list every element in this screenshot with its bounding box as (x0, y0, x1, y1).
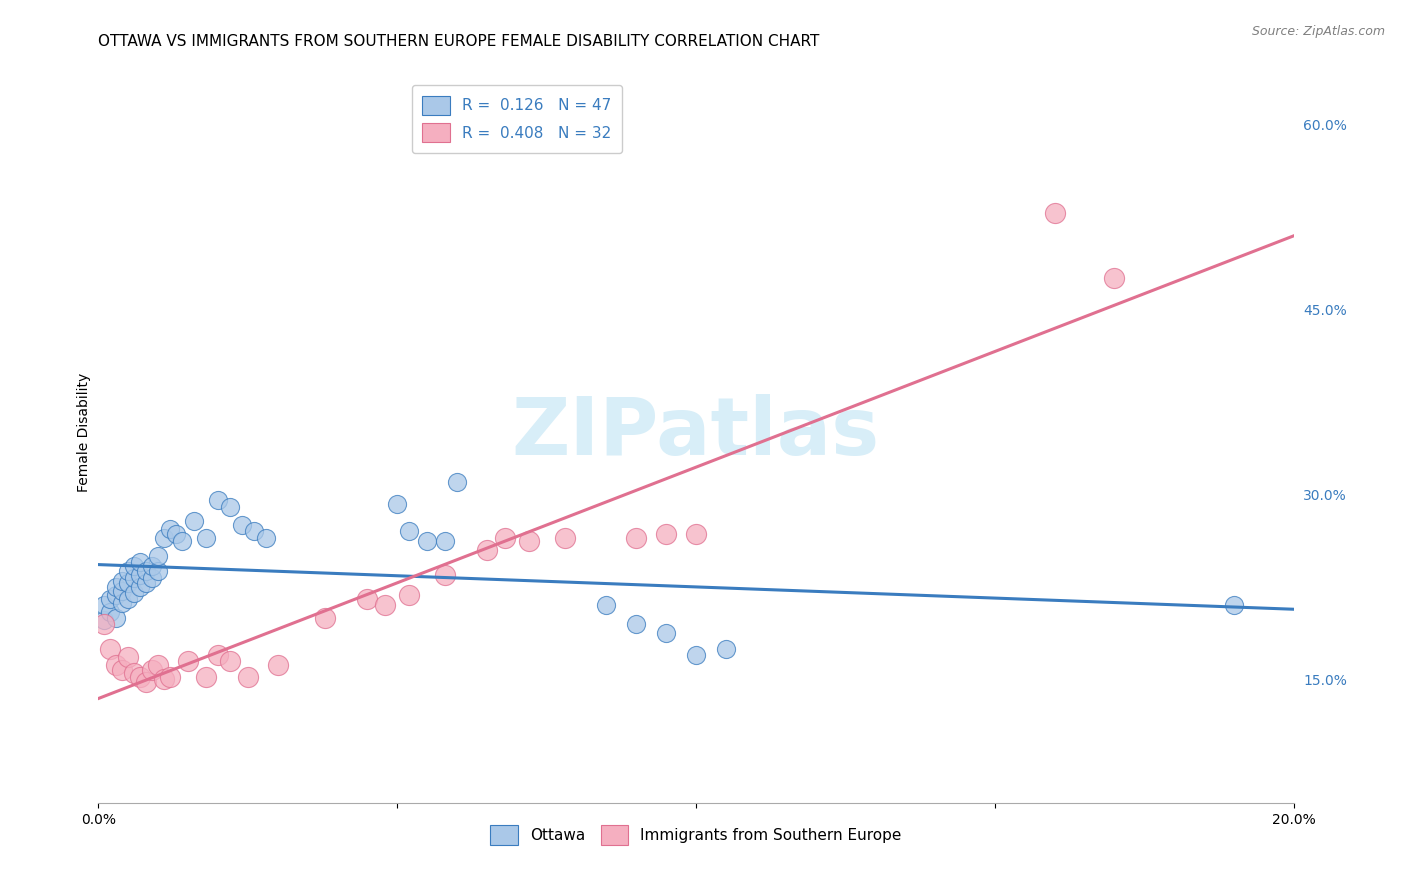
Point (117, 564, 139, 578)
Point (207, 648, 229, 662)
Point (267, 657, 290, 672)
Point (111, 663, 134, 677)
Point (236, 670, 259, 684)
Text: Source: ZipAtlas.com: Source: ZipAtlas.com (1251, 25, 1385, 38)
Point (141, 663, 163, 677)
Point (655, 526, 678, 541)
Point (135, 674, 157, 689)
Point (385, 497, 409, 511)
Point (655, 625, 678, 640)
Point (195, 531, 218, 545)
Point (254, 531, 277, 545)
Point (517, 534, 540, 549)
Point (111, 574, 134, 588)
Point (124, 558, 146, 573)
Text: ZIPatlas: ZIPatlas (512, 393, 880, 472)
Text: OTTAWA VS IMMIGRANTS FROM SOUTHERN EUROPE FEMALE DISABILITY CORRELATION CHART: OTTAWA VS IMMIGRANTS FROM SOUTHERN EUROP… (98, 34, 820, 49)
Point (105, 610, 128, 624)
Legend: Ottawa, Immigrants from Southern Europe: Ottawa, Immigrants from Southern Europe (484, 819, 908, 851)
Point (117, 576, 139, 591)
Point (1223, 599, 1246, 613)
Point (1043, 206, 1066, 220)
Point (685, 526, 707, 541)
Point (315, 610, 337, 624)
Point (135, 564, 157, 578)
Point (148, 657, 170, 672)
Point (685, 648, 707, 662)
Point (159, 670, 181, 684)
Point (105, 657, 128, 672)
Point (93, 616, 115, 631)
Point (93, 599, 115, 613)
Point (554, 531, 576, 545)
Point (398, 589, 420, 603)
Point (475, 542, 498, 557)
Point (135, 576, 157, 591)
Point (207, 493, 229, 508)
Point (231, 518, 253, 533)
Point (124, 586, 146, 600)
Point (141, 558, 163, 573)
Point (626, 531, 648, 545)
Point (98, 641, 122, 656)
Point (172, 534, 194, 549)
Point (219, 654, 242, 668)
Point (117, 650, 139, 665)
Point (243, 524, 266, 539)
Point (434, 534, 457, 549)
Point (111, 596, 134, 610)
Point (714, 641, 737, 656)
Point (93, 613, 115, 627)
Point (434, 567, 457, 582)
Point (446, 475, 468, 489)
Point (177, 654, 200, 668)
Point (595, 599, 617, 613)
Point (105, 580, 128, 594)
Point (124, 666, 146, 681)
Point (626, 616, 648, 631)
Y-axis label: Female Disability: Female Disability (77, 373, 91, 492)
Point (195, 670, 218, 684)
Point (141, 571, 163, 585)
Point (129, 555, 152, 569)
Point (129, 580, 152, 594)
Point (416, 534, 439, 549)
Point (98, 605, 122, 619)
Point (153, 531, 176, 545)
Point (356, 592, 378, 607)
Point (165, 526, 187, 541)
Point (111, 583, 134, 598)
Point (124, 571, 146, 585)
Point (494, 531, 516, 545)
Point (398, 524, 420, 539)
Point (148, 549, 170, 563)
Point (129, 567, 152, 582)
Point (105, 589, 128, 603)
Point (148, 564, 170, 578)
Point (374, 599, 396, 613)
Point (1104, 271, 1126, 285)
Point (117, 592, 139, 607)
Point (153, 673, 176, 687)
Point (183, 515, 205, 529)
Point (129, 670, 152, 684)
Point (219, 500, 242, 514)
Point (159, 522, 181, 536)
Point (98, 592, 122, 607)
